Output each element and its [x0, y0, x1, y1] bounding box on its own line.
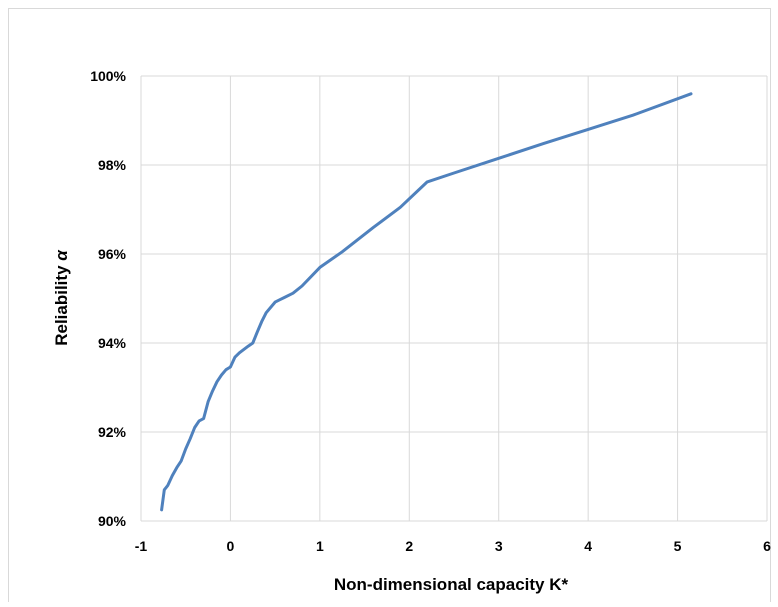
- y-axis-title-text: Reliability: [52, 261, 71, 346]
- y-tick-label: 90%: [98, 513, 127, 529]
- x-tick-label: 1: [316, 538, 324, 554]
- x-axis-title: Non-dimensional capacity K*: [334, 575, 569, 594]
- y-axis-title: Reliability α: [52, 249, 71, 346]
- x-tick-label: 5: [674, 538, 682, 554]
- y-tick-label: 94%: [98, 335, 127, 351]
- y-tick-labels: 90% 92% 94% 96% 98% 100%: [90, 68, 126, 529]
- x-tick-label: 6: [763, 538, 771, 554]
- chart-border: [8, 8, 771, 607]
- horizontal-gridlines: [141, 75, 767, 522]
- x-tick-label: 3: [495, 538, 503, 554]
- vertical-gridlines: [140, 76, 768, 521]
- y-tick-label: 98%: [98, 157, 127, 173]
- x-tick-label: -1: [135, 538, 148, 554]
- y-tick-label: 100%: [90, 68, 126, 84]
- series-layer: [160, 92, 693, 512]
- y-axis-title-symbol: α: [52, 249, 71, 261]
- y-tick-label: 92%: [98, 424, 127, 440]
- x-tick-label: 4: [584, 538, 592, 554]
- x-tick-label: 0: [227, 538, 235, 554]
- x-tick-labels: -1 0 1 2 3 4 5 6: [135, 538, 771, 554]
- y-tick-label: 96%: [98, 246, 127, 262]
- x-tick-label: 2: [405, 538, 413, 554]
- series-line: [160, 92, 693, 512]
